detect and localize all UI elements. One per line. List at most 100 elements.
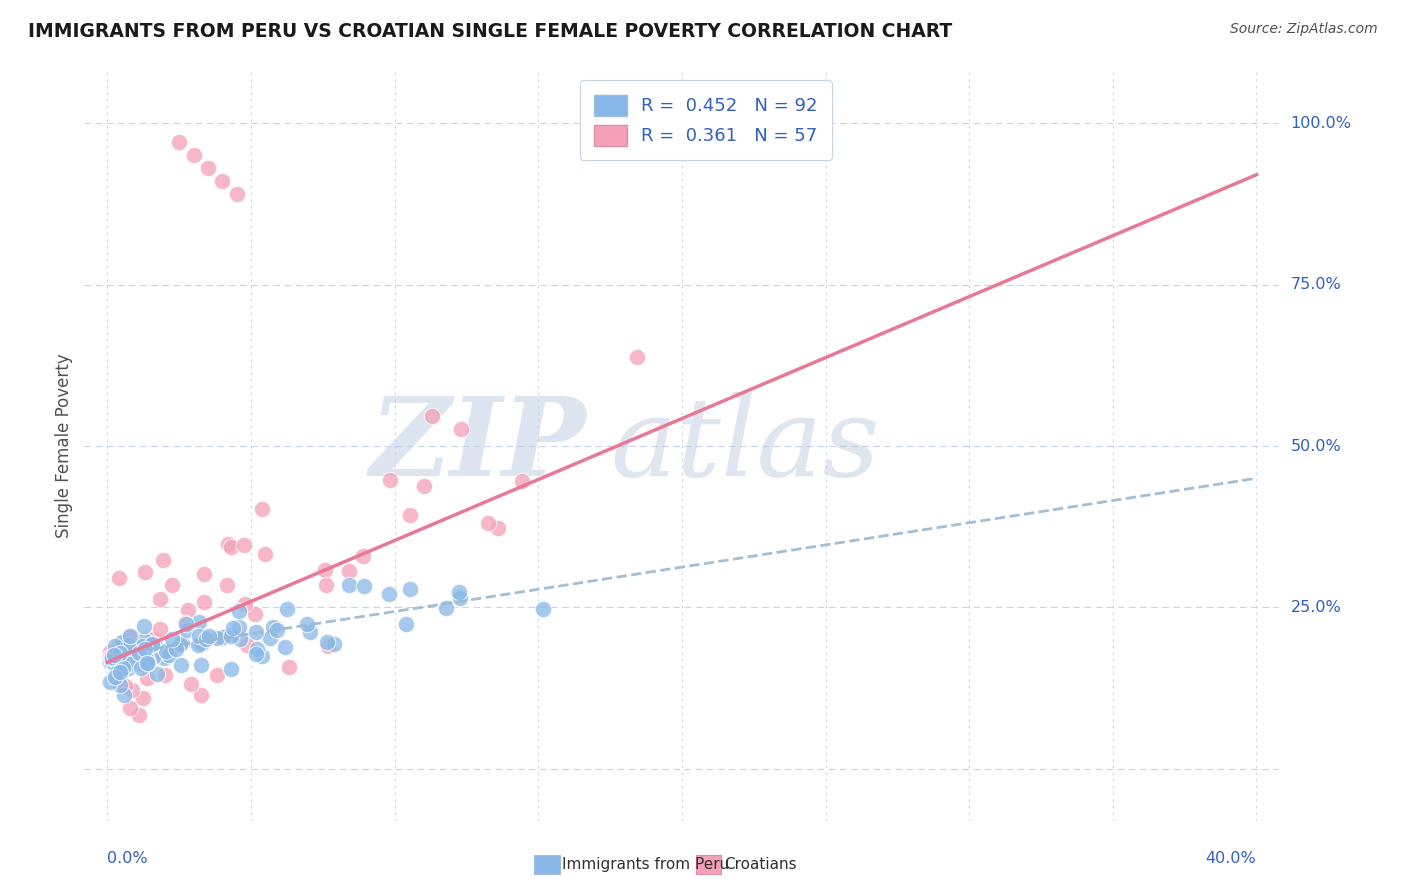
Point [176, 623, 198, 637]
Point [217, 536, 239, 550]
Point [245, 625, 267, 640]
Point [105, 665, 128, 680]
Point [115, 656, 138, 670]
Point [157, 648, 180, 663]
Point [134, 565, 156, 579]
Point [167, 136, 190, 150]
Point [197, 161, 219, 176]
Legend: R =  0.452   N = 92, R =  0.361   N = 57: R = 0.452 N = 92, R = 0.361 N = 57 [579, 80, 832, 160]
Point [134, 647, 156, 661]
Point [228, 620, 250, 634]
Point [259, 632, 281, 646]
Point [378, 587, 401, 601]
Point [450, 422, 472, 436]
Point [211, 174, 233, 188]
Point [180, 676, 202, 690]
Point [276, 602, 298, 616]
Text: 40.0%: 40.0% [1206, 851, 1257, 866]
Point [188, 615, 211, 629]
Point [183, 148, 205, 162]
Point [149, 623, 172, 637]
Point [127, 650, 149, 665]
Point [477, 516, 499, 531]
Point [135, 653, 157, 667]
Point [447, 585, 470, 599]
Point [274, 640, 297, 654]
Point [233, 597, 256, 611]
Point [100, 650, 122, 665]
Point [98, 675, 121, 690]
Point [352, 549, 374, 563]
Point [205, 668, 228, 682]
Point [174, 616, 197, 631]
Point [101, 655, 124, 669]
Point [111, 635, 134, 649]
Point [149, 592, 172, 607]
Point [195, 631, 218, 645]
Y-axis label: Single Female Poverty: Single Female Poverty [55, 354, 73, 538]
Point [132, 618, 155, 632]
Point [141, 638, 163, 652]
Point [245, 647, 267, 661]
Point [250, 649, 273, 664]
Point [131, 657, 153, 671]
Point [254, 547, 277, 561]
Point [316, 639, 339, 653]
Point [380, 473, 402, 487]
Point [191, 636, 214, 650]
Point [142, 649, 165, 664]
Point [160, 632, 183, 647]
Text: 25.0%: 25.0% [1291, 600, 1341, 615]
Text: Croatians: Croatians [724, 857, 797, 871]
Point [98, 650, 121, 665]
Point [117, 661, 139, 675]
Point [172, 635, 194, 649]
Point [205, 631, 228, 645]
Point [187, 629, 209, 643]
Point [315, 578, 337, 592]
Point [136, 671, 159, 685]
Point [112, 637, 135, 651]
Text: atlas: atlas [610, 392, 880, 500]
Point [136, 656, 159, 670]
Point [225, 187, 247, 202]
Point [187, 638, 209, 652]
Point [128, 708, 150, 723]
Point [246, 642, 269, 657]
Point [193, 595, 215, 609]
Point [434, 601, 457, 615]
Text: Immigrants from Peru: Immigrants from Peru [562, 857, 730, 871]
Point [219, 629, 242, 643]
Point [108, 646, 131, 660]
Point [108, 665, 131, 679]
Point [118, 644, 141, 658]
Point [228, 604, 250, 618]
Point [626, 350, 648, 364]
Point [114, 679, 136, 693]
Point [155, 644, 177, 658]
Point [153, 651, 176, 665]
Point [252, 502, 274, 516]
Point [121, 683, 143, 698]
Point [486, 521, 509, 535]
Point [146, 667, 169, 681]
Point [190, 658, 212, 673]
Point [118, 629, 141, 643]
Point [219, 662, 242, 676]
Text: IMMIGRANTS FROM PERU VS CROATIAN SINGLE FEMALE POVERTY CORRELATION CHART: IMMIGRANTS FROM PERU VS CROATIAN SINGLE … [28, 22, 952, 41]
Point [143, 640, 166, 654]
Point [229, 632, 252, 646]
Point [117, 638, 139, 652]
Point [337, 578, 360, 592]
Point [160, 577, 183, 591]
Point [169, 637, 191, 651]
Point [170, 657, 193, 672]
Point [395, 616, 418, 631]
Point [118, 701, 141, 715]
Point [104, 639, 127, 653]
Point [118, 629, 141, 643]
Point [297, 617, 319, 632]
Point [233, 538, 256, 552]
Point [101, 649, 124, 664]
Text: 100.0%: 100.0% [1291, 116, 1351, 130]
